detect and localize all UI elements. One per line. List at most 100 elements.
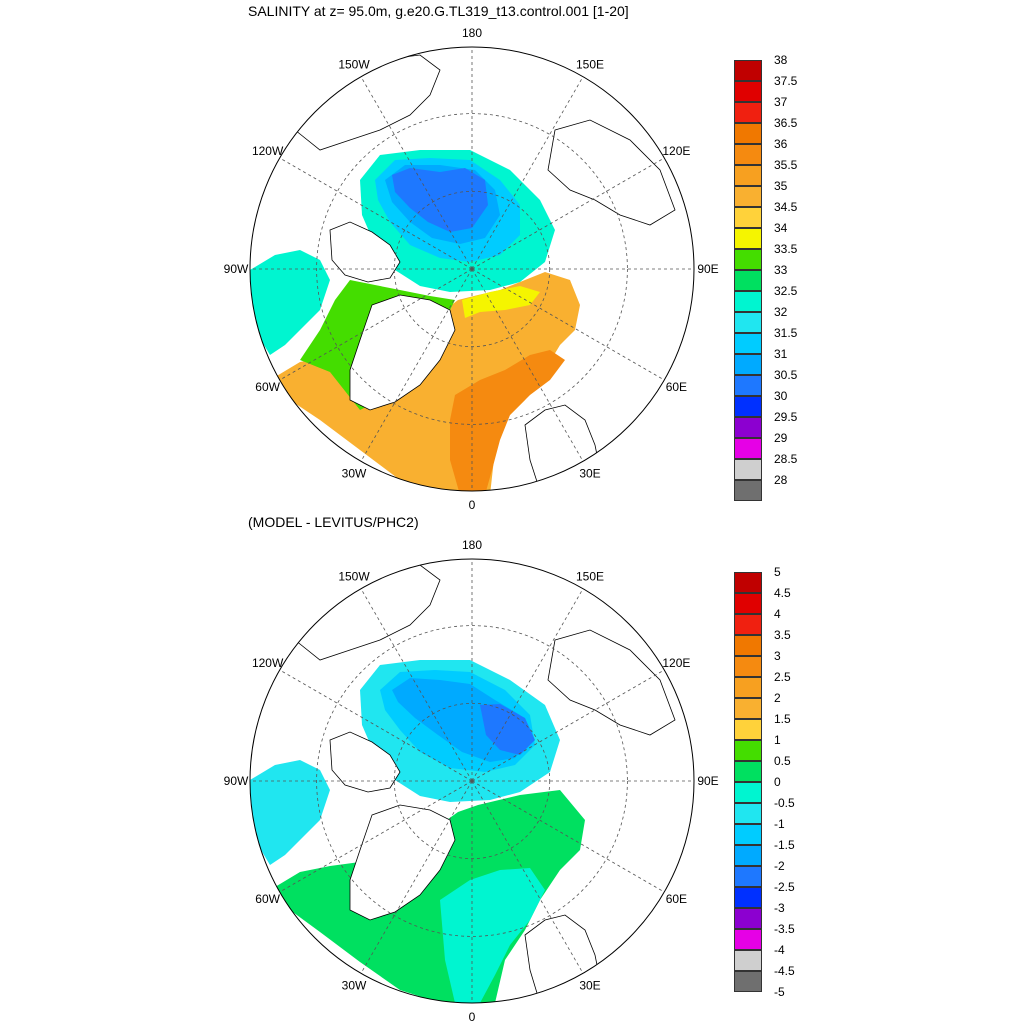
nordic-seas-cyan [440,868,545,1003]
difference-lon-label: 120W [252,656,284,670]
difference-field [250,564,676,1003]
salinity-latitude-circle [393,190,551,348]
salinity-tick-label: 37.5 [774,74,798,88]
difference-tick-label: -4 [774,943,785,957]
difference-latitude-circle [316,625,628,937]
salinity-meridian [471,76,584,270]
hudson-baffin-cyan [250,250,330,355]
difference-lon-label: 180 [462,538,482,552]
top-map-title: SALINITY at z= 95.0m, g.e20.G.TL319_t13.… [248,3,629,19]
difference-tick-label: 2 [774,691,781,705]
difference-color-box [734,782,762,803]
salinity-color-box [734,186,762,207]
difference-longitude-labels: 180 150E 120E 90E 60E 30E 0 30W 60W 90W 120W 150W [224,538,719,1024]
salinity-color-box [734,417,762,438]
salinity-lon-label: 120W [252,144,284,158]
difference-tick-label: 0.5 [774,754,791,768]
salinity-lon-label: 120E [662,144,690,158]
difference-tick-label: -1 [774,817,785,831]
salinity-lon-label: 0 [469,498,476,512]
difference-meridian [279,780,473,893]
salinity-color-box [734,165,762,186]
salinity-color-box [734,249,762,270]
bottom-map-title: (MODEL - LEVITUS/PHC2) [248,514,419,530]
salinity-longitude-labels: 180 150E 120E 90E 60E 30E 0 30W 60W 90W 120W 150W [224,26,719,512]
difference-color-box [734,803,762,824]
difference-color-box [734,929,762,950]
salinity-tick-label: 32 [774,305,788,319]
salinity-meridian [279,157,473,270]
difference-color-box [734,761,762,782]
salinity-tick-label: 33.5 [774,242,798,256]
canadian-archipelago-bottom [329,731,401,793]
difference-tick-label: -5 [774,985,785,999]
west-coast-cyan [250,760,330,865]
siberia-coast [547,119,676,226]
salinity-meridian [279,268,473,381]
difference-tick-label: -3.5 [774,922,795,936]
difference-lon-label: 120E [662,656,690,670]
difference-meridian [360,780,473,974]
atlantic-high-salinity-region [270,272,580,491]
greenland-landmass [349,294,456,411]
salinity-color-box [734,102,762,123]
salinity-lon-label: 180 [462,26,482,40]
difference-tick-label: 3.5 [774,628,791,642]
difference-lon-label: 60E [666,892,687,906]
salinity-color-box [734,270,762,291]
atlantic-core-region [450,350,565,491]
difference-meridian [279,669,473,782]
difference-tick-label: -1.5 [774,838,795,852]
salinity-color-box [734,396,762,417]
salinity-latitude-circle [316,113,628,425]
difference-tick-label: 5 [774,565,781,579]
difference-lon-label: 0 [469,1010,476,1024]
difference-color-box [734,740,762,761]
salinity-meridians [250,47,694,491]
difference-meridian [471,669,665,782]
salinity-tick-label: 35 [774,179,788,193]
salinity-color-box [734,375,762,396]
difference-tick-label: 0 [774,775,781,789]
salinity-meridian [471,157,665,270]
salinity-tick-label: 32.5 [774,284,798,298]
difference-tick-label: 1 [774,733,781,747]
salinity-color-box [734,438,762,459]
greenland-landmass-bottom [349,804,456,921]
salinity-color-box [734,123,762,144]
salinity-tick-label: 36.5 [774,116,798,130]
salinity-tick-label: 28 [774,473,788,487]
salinity-meridian [471,268,665,381]
difference-color-box [734,698,762,719]
difference-color-box [734,614,762,635]
salinity-meridian [471,268,584,462]
salinity-color-box [734,228,762,249]
salinity-lon-label: 150E [576,58,604,72]
salinity-tick-label: 34.5 [774,200,798,214]
salinity-color-box [734,333,762,354]
difference-map: 180 150E 120E 90E 60E 30E 0 30W 60W 90W 120W 150W [224,538,719,1024]
difference-color-box [734,887,762,908]
difference-color-box [734,677,762,698]
difference-color-box [734,824,762,845]
salinity-color-box [734,291,762,312]
difference-lon-label: 30W [342,978,367,992]
difference-latitude-circle [393,702,551,860]
salinity-lon-label: 60W [255,380,280,394]
difference-color-box [734,866,762,887]
difference-meridian [471,780,584,974]
difference-meridian [360,588,473,782]
fram-strait-band [462,286,540,318]
salinity-tick-label: 29 [774,431,788,445]
difference-color-box [734,971,762,992]
difference-lon-label: 90W [224,774,249,788]
difference-color-box [734,908,762,929]
difference-color-box [734,656,762,677]
difference-tick-label: 2.5 [774,670,791,684]
salinity-tick-label: 29.5 [774,410,798,424]
difference-color-box [734,572,762,593]
salinity-color-box [734,144,762,165]
difference-lon-label: 60W [255,892,280,906]
salinity-meridian [360,268,473,462]
difference-lon-label: 150W [338,570,370,584]
